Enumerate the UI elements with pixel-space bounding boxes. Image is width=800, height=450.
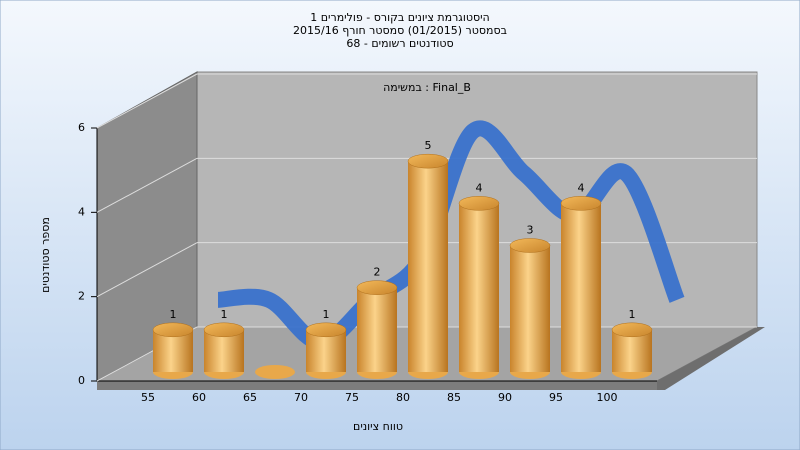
bar (357, 287, 397, 372)
y-tick-label: 6 (78, 121, 85, 134)
bar (459, 203, 499, 372)
x-tick-label: 95 (549, 391, 563, 404)
floor-edge (97, 381, 657, 390)
cylinder-top (611, 322, 653, 338)
cylinder-top (152, 322, 194, 338)
cylinder-bottom (255, 365, 295, 379)
chart-title: בסמסטר (01/2015) סמסטר חורף 2015/16 (293, 24, 507, 37)
grid-line (96, 242, 198, 298)
x-tick-label: 75 (345, 391, 359, 404)
x-tick-label: 65 (243, 391, 257, 404)
value-label: 1 (221, 308, 228, 321)
x-tick-label: 55 (141, 391, 155, 404)
x-tick-label: 70 (294, 391, 308, 404)
chart-title: היסטוגרמת ציונים בקורס - פולימרים 1 (310, 11, 489, 24)
cylinder-top (560, 196, 602, 211)
floor-side (657, 327, 765, 390)
x-tick-label: 90 (498, 391, 512, 404)
value-label: 4 (578, 181, 585, 194)
value-label: 1 (323, 308, 330, 321)
subtitle: במשימה : Final_B (383, 81, 471, 94)
value-label: 1 (629, 308, 636, 321)
cylinder-top (203, 322, 245, 338)
grid-line (96, 73, 198, 129)
cylinder-top (458, 196, 500, 211)
x-axis-label: טווח ציונים (353, 420, 403, 433)
bar (408, 161, 448, 372)
x-tick-label: 85 (447, 391, 461, 404)
titles: היסטוגרמת ציונים בקורס - פולימרים 1בסמסט… (293, 11, 507, 50)
cylinder-top (407, 153, 449, 169)
x-tick-label: 60 (192, 391, 206, 404)
y-tick-label: 4 (78, 205, 85, 218)
x-tick-label: 80 (396, 391, 410, 404)
chart-title: סטודנטים רשומים - 68 (346, 37, 453, 50)
x-tick-label: 100 (597, 391, 618, 404)
value-label: 2 (374, 266, 381, 279)
cylinder-top (305, 322, 347, 338)
bar (561, 203, 601, 372)
cylinder-top (356, 280, 398, 295)
value-label: 3 (527, 224, 534, 237)
y-axis-label: מספר סטודנטים (39, 217, 52, 293)
value-label: 5 (425, 139, 432, 152)
y-tick-label: 2 (78, 290, 85, 303)
bar (510, 245, 550, 372)
value-label: 1 (170, 308, 177, 321)
cylinder-top (509, 238, 551, 253)
grid-line (96, 157, 198, 213)
value-label: 4 (476, 181, 483, 194)
y-tick-label: 0 (78, 374, 85, 387)
